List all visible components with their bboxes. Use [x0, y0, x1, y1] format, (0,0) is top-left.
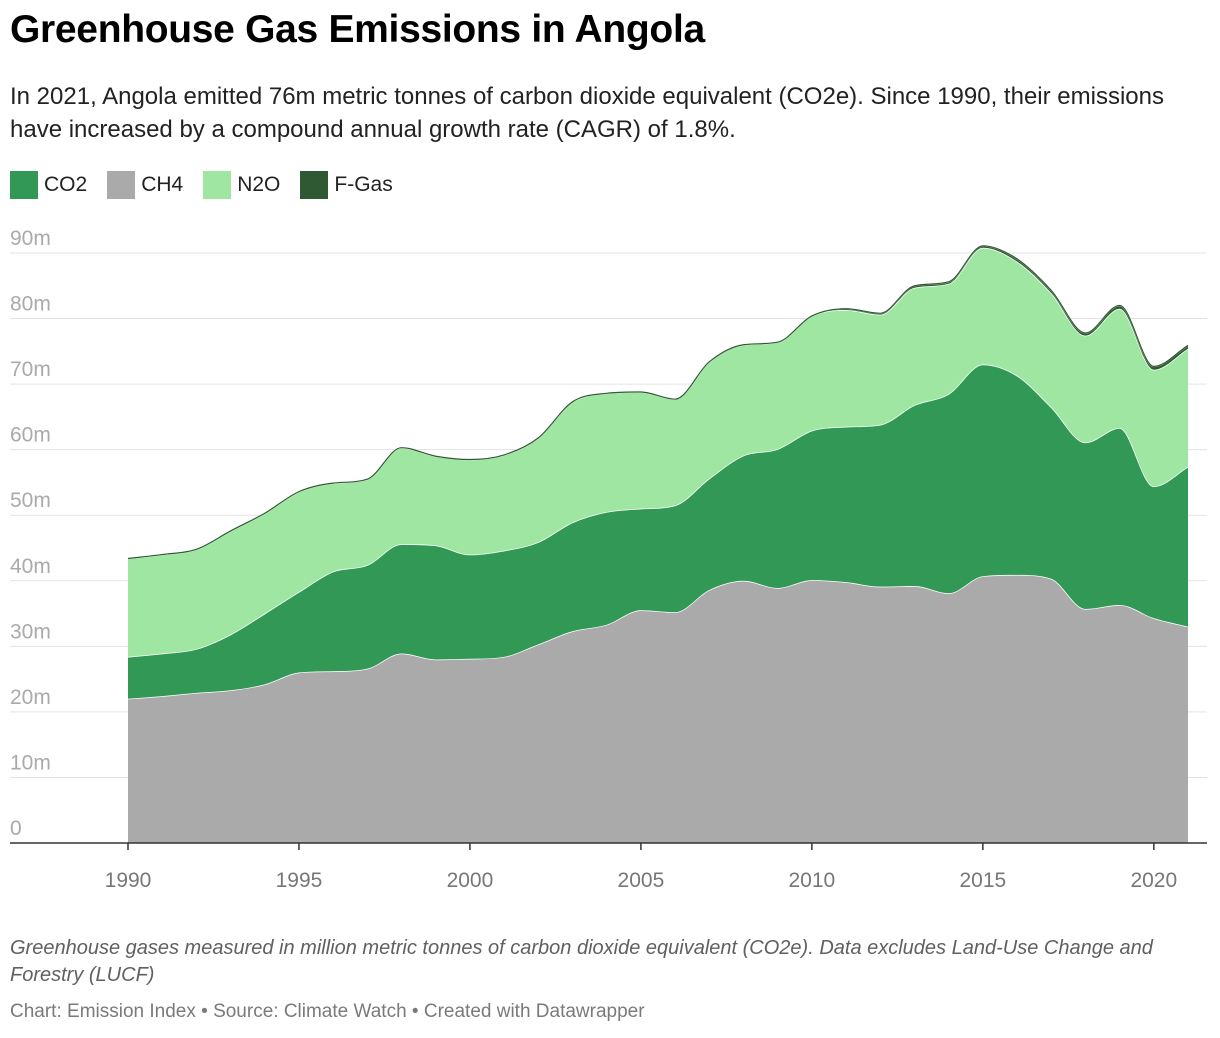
x-tick-label: 2010 [789, 869, 836, 892]
chart-subtitle: In 2021, Angola emitted 76m metric tonne… [10, 83, 1164, 143]
legend-label-n2o: N2O [237, 173, 281, 196]
legend-swatch-ch4 [107, 171, 136, 199]
legend: CO2 CH4 N2O F-Gas [10, 171, 413, 199]
area-ch4 [128, 574, 1188, 843]
y-tick-label: 90m [10, 227, 51, 250]
area-top-outline [127, 245, 1189, 560]
x-tick-label: 2020 [1130, 869, 1177, 892]
legend-item-ch4: CH4 [107, 171, 183, 199]
x-tick-label: 2015 [959, 869, 1006, 892]
y-tick-label: 80m [10, 293, 51, 316]
area-co2 [128, 364, 1188, 699]
legend-item-n2o: N2O [203, 171, 280, 199]
legend-label-co2: CO2 [44, 173, 88, 196]
y-tick-label: 10m [10, 751, 51, 774]
y-tick-label: 20m [10, 686, 51, 709]
x-tick-label: 2000 [447, 869, 494, 892]
y-tick-label: 30m [10, 620, 51, 643]
x-tick-label: 1995 [276, 869, 323, 892]
area-n2o [128, 247, 1188, 657]
legend-item-fgas: F-Gas [300, 171, 393, 199]
legend-swatch-n2o [203, 171, 232, 199]
legend-swatch-co2 [10, 171, 38, 199]
y-tick-label: 40m [10, 555, 51, 578]
y-tick-label: 60m [10, 424, 51, 447]
stacked-area-chart: 0 10m 20m 30m 40m 50m 60m 70m 80m 90m 1990 1995 2000… [10, 227, 1207, 892]
legend-label-fgas: F-Gas [334, 173, 393, 196]
legend-label-ch4: CH4 [141, 173, 184, 196]
chart-credit: Chart: Emission Index • Source: Climate … [10, 1001, 645, 1022]
chart-title: Greenhouse Gas Emissions in Angola [10, 8, 705, 51]
y-tick-label: 0 [10, 817, 22, 840]
y-tick-label: 70m [10, 358, 51, 381]
legend-swatch-fgas [300, 171, 329, 199]
x-tick-label: 1990 [105, 869, 152, 892]
area-edge-co2 [127, 363, 1189, 658]
y-tick-label: 50m [10, 489, 51, 512]
legend-item-co2: CO2 [10, 171, 87, 199]
x-tick-label: 2005 [618, 869, 665, 892]
chart-notes: Greenhouse gases measured in million met… [10, 937, 1153, 986]
